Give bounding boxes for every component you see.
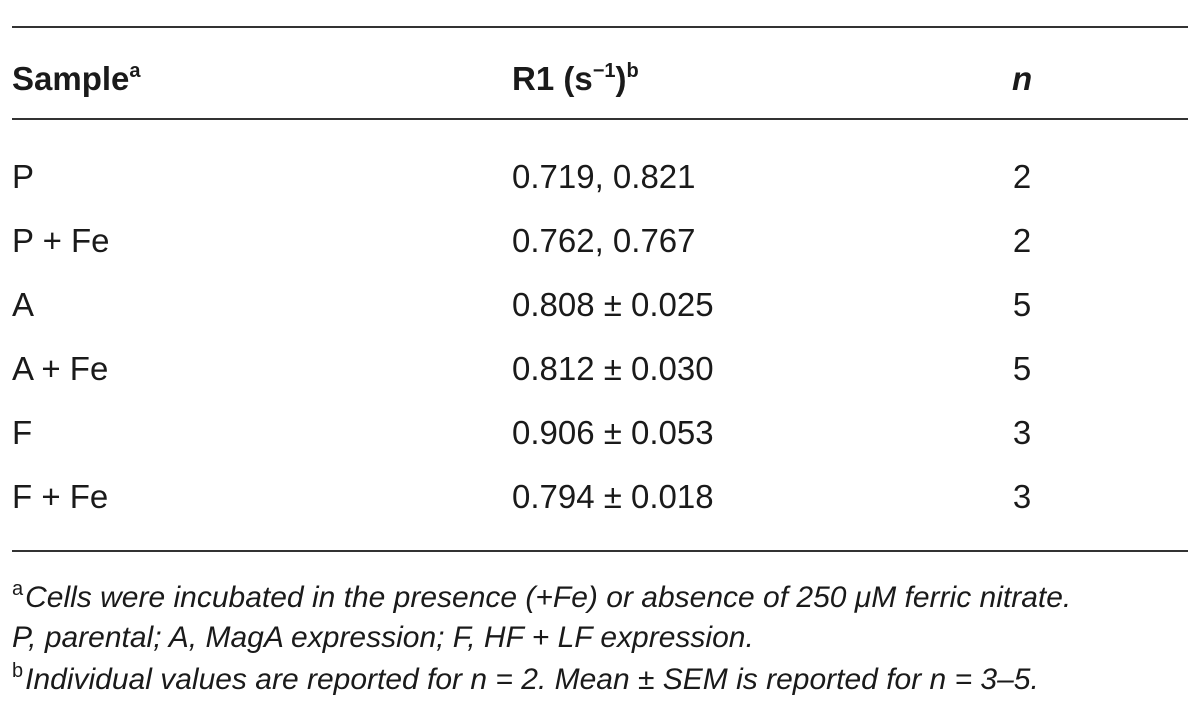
header-sample: Samplea <box>12 60 141 97</box>
footnote-b: bIndividual values are reported for n = … <box>12 660 1192 700</box>
header-r1-exponent: −1 <box>592 60 616 82</box>
cell-r1: 0.808 ± 0.025 <box>512 286 714 323</box>
cell-r1: 0.794 ± 0.018 <box>512 478 714 515</box>
table-top-rule <box>12 26 1188 28</box>
cell-r1: 0.906 ± 0.053 <box>512 414 714 451</box>
cell-r1: 0.812 ± 0.030 <box>512 350 714 387</box>
cell-r1: 0.719, 0.821 <box>512 158 696 195</box>
cell-n: 2 <box>1012 158 1032 195</box>
header-r1-footnote-marker: b <box>626 60 639 82</box>
footnote-a-marker: a <box>12 578 24 600</box>
header-sample-footnote-marker: a <box>129 60 141 82</box>
table-bottom-rule <box>12 550 1188 552</box>
footnote-b-marker: b <box>12 660 24 682</box>
header-n: n <box>1012 60 1033 97</box>
cell-n: 5 <box>1012 286 1032 323</box>
footnote-a: aCells were incubated in the presence (+… <box>12 578 1192 658</box>
footnote-a-line2: P, parental; A, MagA expression; F, HF +… <box>12 621 754 654</box>
cell-sample: P <box>12 158 35 195</box>
cell-sample: A + Fe <box>12 350 109 387</box>
cell-sample: A <box>12 286 35 323</box>
header-r1: R1 (s−1)b <box>512 60 639 97</box>
cell-sample: F + Fe <box>12 478 109 515</box>
cell-r1: 0.762, 0.767 <box>512 222 696 259</box>
footnote-b-line1: bIndividual values are reported for n = … <box>12 660 1039 696</box>
cell-n: 5 <box>1012 350 1032 387</box>
cell-n: 2 <box>1012 222 1032 259</box>
cell-sample: P + Fe <box>12 222 110 259</box>
header-rule <box>12 118 1188 120</box>
cell-n: 3 <box>1012 414 1032 451</box>
cell-n: 3 <box>1012 478 1032 515</box>
footnote-a-line1: aCells were incubated in the presence (+… <box>12 578 1072 614</box>
cell-sample: F <box>12 414 33 451</box>
